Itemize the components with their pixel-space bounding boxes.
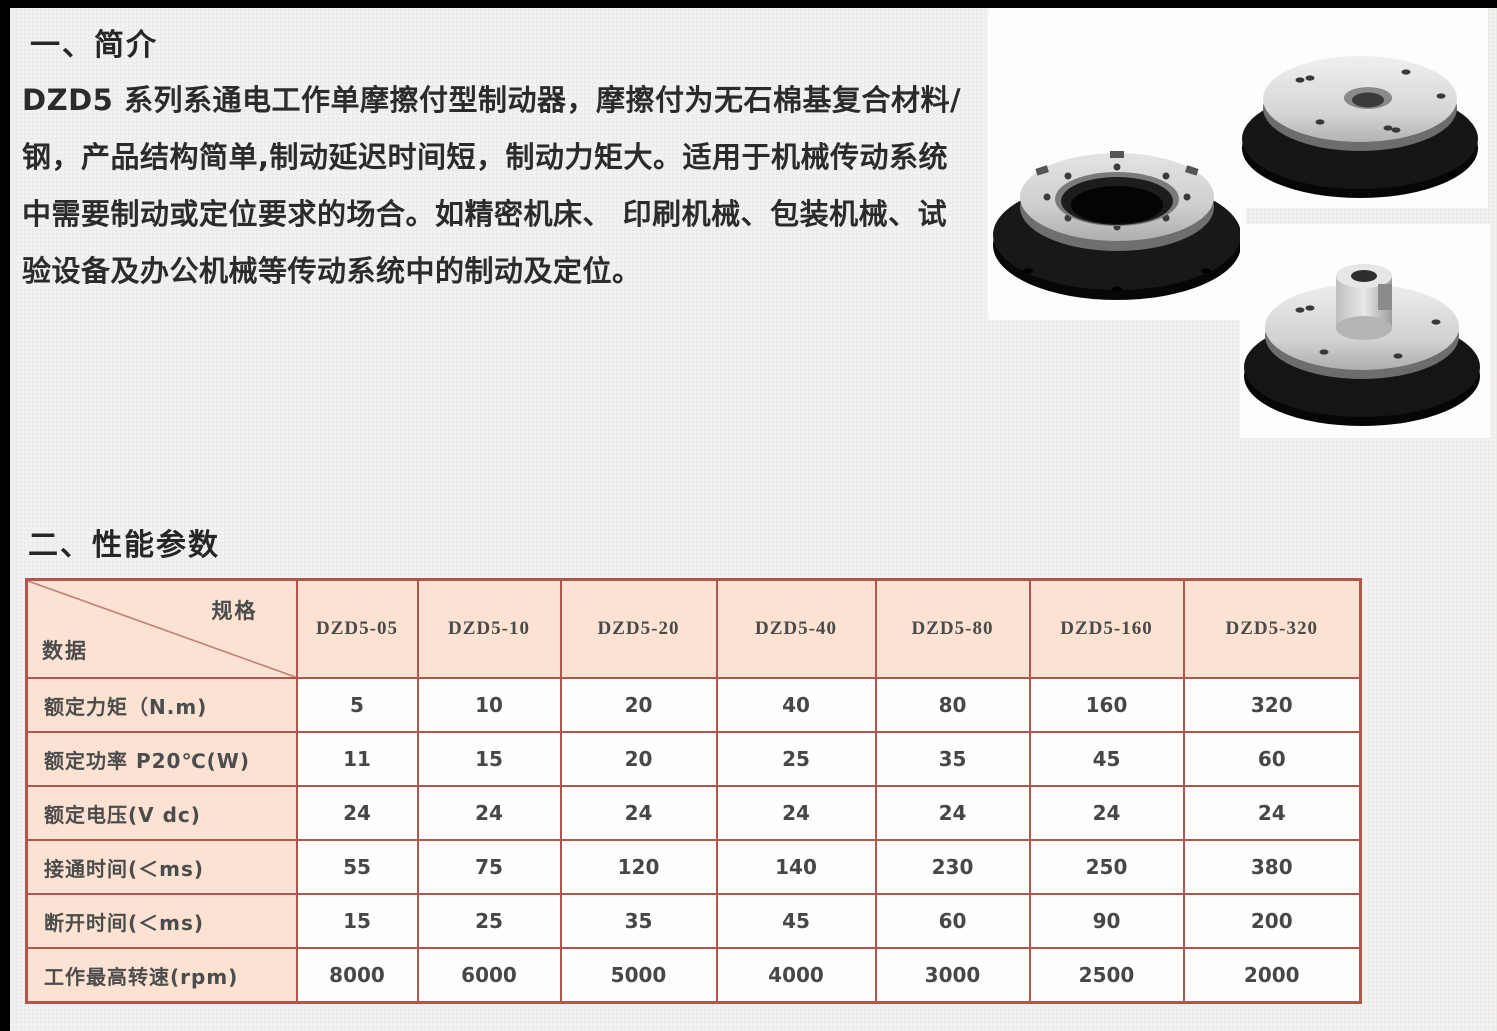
table-cell: 90 (1028, 893, 1185, 949)
table-cell: 40 (715, 677, 877, 733)
column-header-dzd5-80: DZD5-80 (874, 578, 1031, 679)
row-label: 额定功率 P20℃(W) (25, 731, 298, 787)
table-cell: 25 (715, 731, 877, 787)
table-cell: 35 (559, 893, 718, 949)
table-row-max-speed: 工作最高转速(rpm) 8000 6000 5000 4000 3000 250… (25, 947, 1362, 1004)
table-cell: 20 (559, 731, 718, 787)
table-cell: 2000 (1182, 947, 1362, 1004)
intro-line: 中需要制动或定位要求的场合。如精密机床、 印刷机械、包装机械、试 (22, 197, 948, 231)
row-label: 额定力矩（N.m) (25, 677, 298, 733)
table-cell: 24 (416, 785, 562, 841)
product-photo-plate-view (1238, 8, 1488, 208)
brake-plate-illustration-icon (1242, 56, 1478, 198)
table-cell: 24 (874, 785, 1031, 841)
row-label: 接通时间(＜ms) (25, 839, 298, 895)
table-row-rated-torque: 额定力矩（N.m) 5 10 20 40 80 160 320 (25, 677, 1362, 733)
table-cell: 11 (295, 731, 419, 787)
product-photo-hub-view (1240, 224, 1490, 438)
table-cell: 15 (416, 731, 562, 787)
column-header-dzd5-05: DZD5-05 (295, 578, 419, 679)
brake-ring-illustration-icon (993, 151, 1241, 300)
corner-spec-label: 规格 (211, 599, 258, 623)
table-cell: 140 (715, 839, 877, 895)
table-cell: 15 (295, 893, 419, 949)
corner-cell: 规格 数据 (25, 578, 298, 679)
table-cell: 45 (715, 893, 877, 949)
table-cell: 4000 (715, 947, 877, 1004)
corner-data-label: 数据 (42, 639, 88, 663)
scan-left-border (0, 0, 10, 1031)
intro-line: 钢，产品结构简单,制动延迟时间短，制动力矩大。适用于机械传动系统 (22, 140, 949, 174)
product-photo-ring-view (988, 8, 1246, 320)
column-header-dzd5-320: DZD5-320 (1182, 578, 1362, 679)
table-cell: 45 (1028, 731, 1185, 787)
intro-line: DZD5 系列系通电工作单摩擦付型制动器，摩擦付为无石棉基复合材料/ (22, 83, 962, 117)
table-row-rated-power: 额定功率 P20℃(W) 11 15 20 25 35 45 60 (25, 731, 1362, 787)
table-cell: 35 (874, 731, 1031, 787)
table-cell: 24 (295, 785, 419, 841)
table-cell: 24 (1028, 785, 1185, 841)
performance-parameters-table: 规格 数据 DZD5-05 DZD5-10 DZD5-20 DZD5-40 DZ… (25, 578, 1362, 1004)
table-cell: 250 (1028, 839, 1185, 895)
header-row: 规格 数据 DZD5-05 DZD5-10 DZD5-20 DZD5-40 DZ… (25, 578, 1362, 679)
table-cell: 5 (295, 677, 419, 733)
table-cell: 2500 (1028, 947, 1185, 1004)
table-cell: 20 (559, 677, 718, 733)
table-cell: 380 (1182, 839, 1362, 895)
intro-line: 验设备及办公机械等传动系统中的制动及定位。 (22, 254, 642, 288)
table-cell: 3000 (874, 947, 1031, 1004)
table-cell: 8000 (295, 947, 419, 1004)
section-title-parameters: 二、性能参数 (28, 528, 220, 563)
table-cell: 160 (1028, 677, 1185, 733)
table-cell: 6000 (416, 947, 562, 1004)
section-title-intro: 一、简介 (30, 28, 158, 63)
table-cell: 24 (1182, 785, 1362, 841)
table-cell: 10 (416, 677, 562, 733)
intro-paragraph: DZD5 系列系通电工作单摩擦付型制动器，摩擦付为无石棉基复合材料/ 钢，产品结… (22, 72, 1007, 300)
table-row-engage-time: 接通时间(＜ms) 55 75 120 140 230 250 380 (25, 839, 1362, 895)
row-label: 断开时间(＜ms) (25, 893, 298, 949)
table-row-release-time: 断开时间(＜ms) 15 25 35 45 60 90 200 (25, 893, 1362, 949)
table-cell: 25 (416, 893, 562, 949)
diagonal-divider-icon (28, 581, 296, 677)
column-header-dzd5-10: DZD5-10 (416, 578, 562, 679)
table-cell: 60 (1182, 731, 1362, 787)
column-header-dzd5-40: DZD5-40 (715, 578, 877, 679)
table-cell: 230 (874, 839, 1031, 895)
column-header-dzd5-160: DZD5-160 (1028, 578, 1185, 679)
column-header-dzd5-20: DZD5-20 (559, 578, 718, 679)
table-cell: 5000 (559, 947, 718, 1004)
table-cell: 55 (295, 839, 419, 895)
table-cell: 24 (715, 785, 877, 841)
table-cell: 200 (1182, 893, 1362, 949)
row-label: 额定电压(V dc) (25, 785, 298, 841)
brake-hub-illustration-icon (1244, 264, 1480, 426)
table-cell: 24 (559, 785, 718, 841)
table-cell: 75 (416, 839, 562, 895)
row-label: 工作最高转速(rpm) (25, 947, 298, 1004)
table-row-rated-voltage: 额定电压(V dc) 24 24 24 24 24 24 24 (25, 785, 1362, 841)
table-cell: 80 (874, 677, 1031, 733)
table-cell: 320 (1182, 677, 1362, 733)
table-cell: 60 (874, 893, 1031, 949)
table-cell: 120 (559, 839, 718, 895)
scan-top-border (0, 0, 1497, 8)
